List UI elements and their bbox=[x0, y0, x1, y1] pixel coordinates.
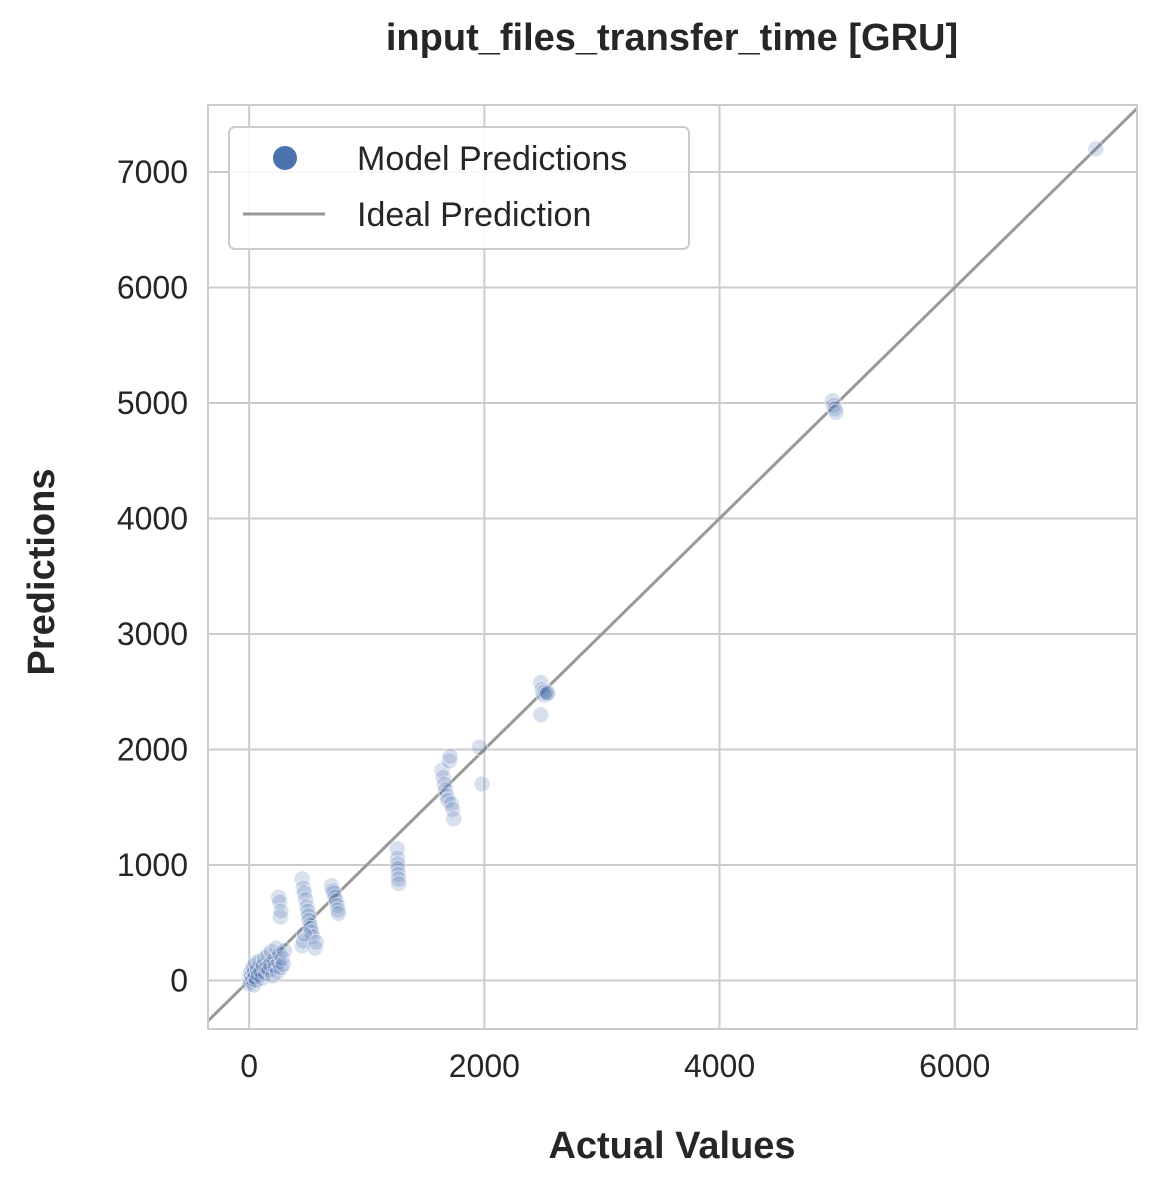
data-point bbox=[441, 747, 459, 765]
scatter-points bbox=[240, 140, 1105, 994]
data-point bbox=[471, 738, 489, 756]
data-point bbox=[442, 795, 460, 813]
data-point bbox=[390, 870, 407, 888]
data-point bbox=[827, 403, 845, 421]
data-point bbox=[306, 939, 324, 957]
y-tick-label: 6000 bbox=[117, 269, 188, 305]
y-tick-labels: 0 1000 2000 3000 4000 5000 6000 7000 bbox=[117, 154, 188, 998]
ideal-prediction-line bbox=[206, 107, 1139, 1022]
data-point bbox=[388, 840, 406, 858]
x-axis-label: Actual Values bbox=[548, 1125, 795, 1167]
data-point bbox=[445, 810, 463, 828]
y-tick-label: 3000 bbox=[117, 616, 188, 652]
data-point bbox=[299, 902, 317, 920]
data-point bbox=[295, 884, 313, 902]
plot-frame bbox=[207, 104, 1138, 1030]
legend-marker-model-predictions bbox=[273, 146, 297, 170]
data-point bbox=[390, 875, 408, 892]
y-tick-label: 2000 bbox=[117, 731, 188, 767]
data-point bbox=[293, 870, 311, 888]
data-point bbox=[539, 684, 557, 702]
x-tick-label: 6000 bbox=[919, 1048, 990, 1084]
data-point bbox=[538, 685, 556, 703]
data-point bbox=[295, 925, 313, 943]
data-point bbox=[473, 775, 491, 793]
ideal-line-layer bbox=[206, 107, 1139, 1022]
chart-title: input_files_transfer_time [GRU] bbox=[386, 17, 958, 59]
data-point bbox=[434, 768, 452, 786]
x-tick-label: 0 bbox=[240, 1048, 258, 1084]
data-point bbox=[275, 942, 293, 959]
data-point bbox=[1087, 140, 1105, 158]
data-point bbox=[271, 908, 289, 926]
legend-label-model-predictions: Model Predictions bbox=[357, 140, 627, 178]
data-point bbox=[433, 761, 451, 779]
legend: Model Predictions Ideal Prediction bbox=[228, 126, 690, 250]
plot-border bbox=[207, 104, 1138, 1030]
legend-box bbox=[228, 126, 690, 250]
data-point bbox=[274, 955, 292, 973]
x-tick-label: 2000 bbox=[449, 1048, 520, 1084]
data-point bbox=[444, 801, 462, 818]
data-point bbox=[272, 902, 290, 920]
data-point bbox=[532, 706, 550, 724]
data-point bbox=[271, 945, 289, 963]
legend-label-ideal-prediction: Ideal Prediction bbox=[357, 196, 591, 234]
x-tick-label: 4000 bbox=[684, 1048, 755, 1084]
data-point bbox=[307, 933, 325, 951]
y-tick-label: 0 bbox=[170, 962, 188, 998]
y-tick-label: 7000 bbox=[117, 154, 188, 190]
data-point bbox=[271, 893, 289, 911]
y-tick-label: 1000 bbox=[117, 847, 188, 883]
x-tick-labels: 0 2000 4000 6000 bbox=[240, 1048, 990, 1084]
data-point bbox=[330, 905, 347, 922]
y-tick-label: 5000 bbox=[117, 385, 188, 421]
data-point bbox=[389, 865, 407, 883]
y-axis-label: Predictions bbox=[21, 469, 63, 676]
y-tick-label: 4000 bbox=[117, 500, 188, 536]
